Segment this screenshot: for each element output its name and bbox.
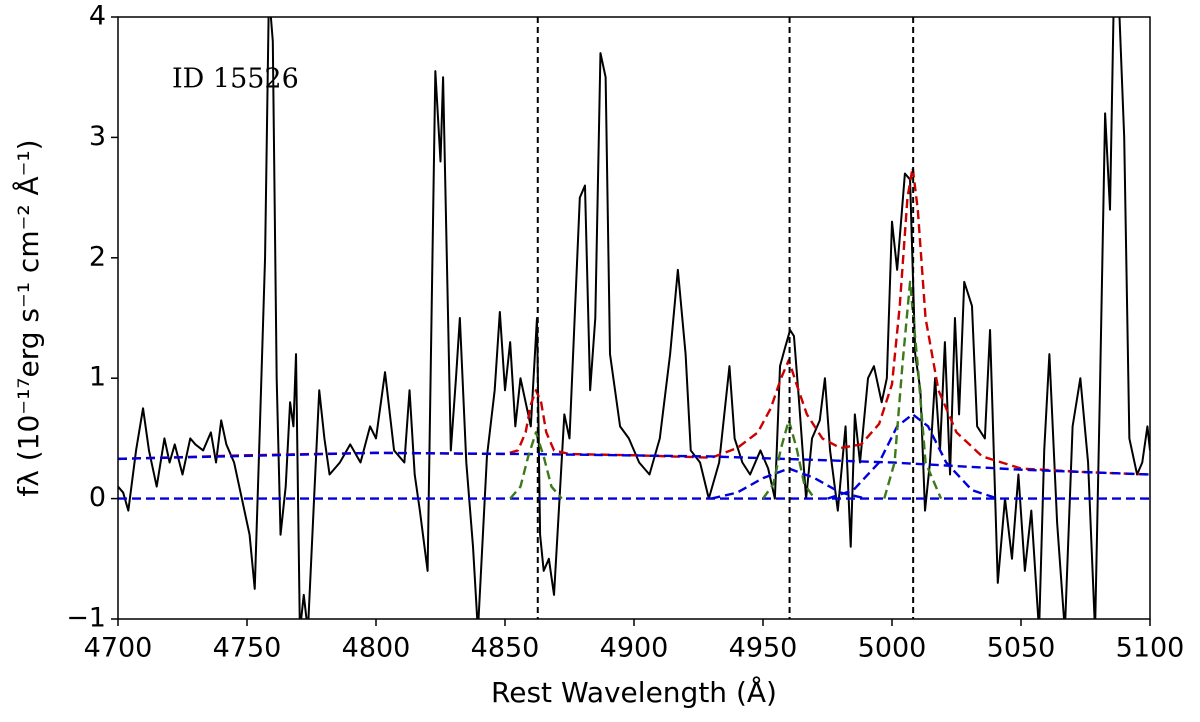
x-axis-label: Rest Wavelength (Å) — [491, 675, 777, 709]
spectrum-line — [118, 451, 1150, 476]
spectrum-line — [118, 17, 1150, 619]
spectrum-line — [711, 467, 867, 500]
spectrum-line — [118, 166, 1150, 476]
y-tick-label: 1 — [89, 362, 106, 393]
x-tick-label: 4750 — [213, 633, 282, 664]
spectrum-line — [827, 413, 999, 500]
y-tick-label: 2 — [89, 241, 106, 272]
y-tick-label: 0 — [89, 482, 106, 513]
x-tick-label: 5100 — [1116, 633, 1185, 664]
y-tick-label: 4 — [89, 1, 106, 32]
plot-area — [118, 17, 1150, 619]
annotation: ID 15526 — [172, 64, 299, 95]
spectrum-line — [509, 431, 563, 500]
x-tick-label: 4700 — [84, 633, 153, 664]
x-tick-label: 5050 — [987, 633, 1056, 664]
x-tick-label: 5000 — [858, 633, 927, 664]
y-axis-label: fλ (10⁻¹⁷erg s⁻¹ cm⁻² Å⁻¹) — [11, 139, 45, 496]
y-tick-label: 3 — [89, 121, 106, 152]
x-tick-label: 4850 — [471, 633, 540, 664]
y-tick-label: −1 — [66, 603, 106, 634]
x-tick-label: 4950 — [729, 633, 798, 664]
x-tick-label: 4800 — [342, 633, 411, 664]
spectrum-line — [762, 419, 816, 500]
spectrum-line — [883, 280, 943, 500]
x-tick-label: 4900 — [600, 633, 669, 664]
